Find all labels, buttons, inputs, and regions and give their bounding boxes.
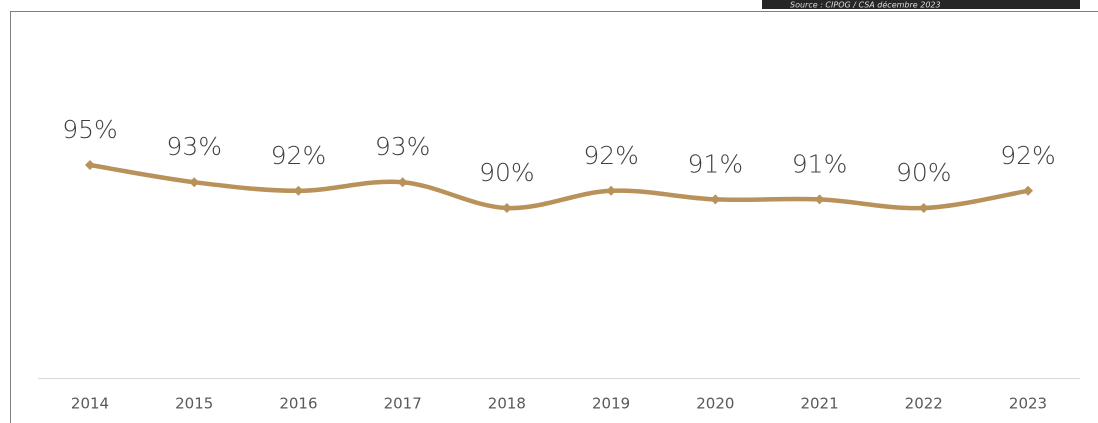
point — [85, 160, 95, 170]
data-label: 92% — [1000, 141, 1056, 170]
point — [397, 177, 408, 188]
data-label: 92% — [583, 141, 639, 170]
data-label: 92% — [271, 141, 327, 170]
point — [293, 185, 304, 196]
line — [87, 162, 1031, 211]
point — [189, 177, 200, 188]
point — [710, 194, 721, 205]
point — [814, 194, 825, 205]
data-label: 95% — [62, 115, 118, 144]
data-label: 91% — [688, 149, 744, 178]
x-tick-label: 2015 — [175, 395, 213, 413]
point — [501, 203, 512, 213]
data-label: 93% — [375, 132, 431, 161]
point — [1023, 185, 1033, 196]
x-tick-label: 2021 — [800, 395, 838, 413]
x-tick-label: 2014 — [71, 395, 109, 413]
point — [606, 185, 617, 196]
x-tick-label: 2018 — [488, 395, 526, 413]
data-label: 91% — [792, 149, 848, 178]
data-label: 90% — [479, 158, 535, 187]
point — [918, 203, 929, 213]
x-tick-label: 2022 — [905, 395, 943, 413]
x-tick-label: 2020 — [696, 395, 734, 413]
x-tick-label: 2023 — [1009, 395, 1047, 413]
source-banner — [762, 0, 1080, 9]
data-label: 90% — [896, 158, 952, 187]
x-tick-label: 2017 — [384, 395, 422, 413]
x-tick-label: 2016 — [279, 395, 317, 413]
source-note: Source : CIPOG / CSA décembre 2023 — [790, 0, 941, 10]
data-label: 93% — [166, 132, 222, 161]
x-tick-label: 2019 — [592, 395, 630, 413]
